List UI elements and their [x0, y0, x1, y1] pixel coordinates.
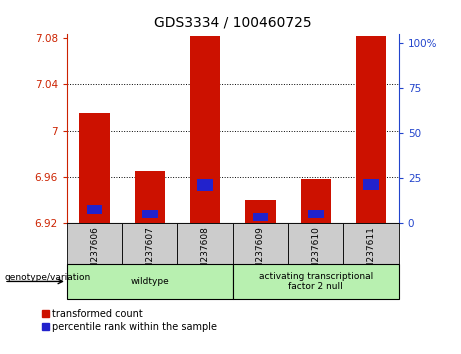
Text: GSM237608: GSM237608 [201, 226, 210, 281]
Legend: transformed count, percentile rank within the sample: transformed count, percentile rank withi… [42, 309, 218, 332]
Text: GSM237606: GSM237606 [90, 226, 99, 281]
Bar [190, 36, 220, 223]
Bar [301, 179, 331, 223]
Bar [343, 223, 399, 264]
Text: genotype/variation: genotype/variation [5, 273, 91, 282]
Bar [253, 213, 268, 221]
Bar [79, 113, 110, 223]
Bar [245, 200, 276, 223]
Text: activating transcriptional
factor 2 null: activating transcriptional factor 2 null [259, 272, 373, 291]
Text: GSM237607: GSM237607 [145, 226, 154, 281]
Bar [363, 179, 379, 189]
Bar [67, 223, 122, 264]
Bar [356, 36, 386, 223]
Text: GSM237609: GSM237609 [256, 226, 265, 281]
Text: GSM237611: GSM237611 [366, 226, 376, 281]
Bar [122, 223, 177, 264]
Bar [197, 179, 213, 191]
Bar [177, 223, 233, 264]
Title: GDS3334 / 100460725: GDS3334 / 100460725 [154, 16, 312, 30]
Text: wildtype: wildtype [130, 277, 169, 286]
Bar [308, 210, 324, 218]
Bar [135, 171, 165, 223]
Text: GSM237610: GSM237610 [311, 226, 320, 281]
Bar [67, 264, 233, 299]
Bar [142, 210, 158, 218]
Bar [288, 223, 343, 264]
Bar [233, 264, 399, 299]
Bar [87, 205, 102, 214]
Bar [233, 223, 288, 264]
